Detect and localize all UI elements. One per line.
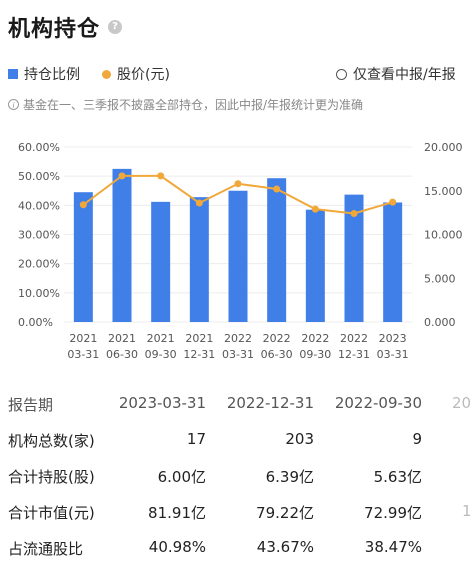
bar <box>305 209 325 322</box>
x-tick-label: 12-31 <box>183 348 215 361</box>
price-point <box>195 199 203 207</box>
row-label: 机构总数(家) <box>8 432 95 450</box>
price-point <box>234 180 242 188</box>
x-tick-label: 2021 <box>185 332 213 345</box>
holdings-chart: 0.00% 10.00% 20.00% 30.00% 40.00% 50.00% 60.00… <box>18 141 463 361</box>
price-point <box>389 198 397 206</box>
table-cell: 79.22亿 <box>256 504 314 522</box>
table-cell: 203 <box>285 430 314 448</box>
y-right-tick-label: 10.000 <box>424 229 463 242</box>
x-tick-label: 2022 <box>263 332 291 345</box>
x-tick-label: 2022 <box>224 332 252 345</box>
y-left-tick-label: 50.00% <box>18 170 60 183</box>
price-point <box>118 172 126 180</box>
price-point <box>350 210 358 217</box>
table-cell: 72.99亿 <box>364 504 422 522</box>
x-tick-label: 12-31 <box>338 348 370 361</box>
bar <box>383 202 403 322</box>
row-label: 合计市值(元) <box>8 504 95 522</box>
x-tick-label: 2021 <box>147 332 175 345</box>
y-right-tick-label: 20.000 <box>424 141 463 154</box>
column-header[interactable]: 202 <box>452 394 472 412</box>
table-cell: 17 <box>186 430 206 448</box>
legend-label: 股价(元) <box>117 67 170 83</box>
table-cell: 5.63亿 <box>373 468 422 486</box>
column-header[interactable]: 2022-09-30 <box>334 394 422 412</box>
question-circle-icon[interactable]: ? <box>108 20 123 34</box>
table-row: 合计市值(元) 81.91亿 79.22亿 72.99亿 1 <box>0 496 472 532</box>
x-tick-label: 06-30 <box>261 348 293 361</box>
table-cell: 40.98% <box>148 538 206 556</box>
semiannual-only-toggle[interactable]: 仅查看中报/年报 <box>336 64 456 84</box>
price-point <box>157 172 165 180</box>
price-point <box>79 201 87 209</box>
x-tick-label: 2023 <box>379 332 407 345</box>
note-text: 基金在一、三季报不披露全部持仓，因此中报/年报统计更为准确 <box>23 98 364 112</box>
row-label: 占流通股比 <box>8 540 84 558</box>
dot-icon <box>102 69 111 79</box>
page-title: 机构持仓 <box>8 17 101 42</box>
y-right-tick-label: 0.000 <box>424 316 456 329</box>
bar <box>112 168 132 322</box>
toggle-label: 仅查看中报/年报 <box>353 67 456 83</box>
bar <box>73 192 93 322</box>
legend-label: 持仓比例 <box>24 67 80 83</box>
x-tick-label: 2021 <box>108 332 136 345</box>
y-left-tick-label: 0.00% <box>18 316 53 329</box>
bar <box>228 190 248 322</box>
y-left-tick-label: 60.00% <box>18 141 60 154</box>
column-header[interactable]: 2023-03-31 <box>118 394 206 412</box>
x-tick-label: 09-30 <box>299 348 331 361</box>
square-icon <box>8 69 18 79</box>
bar <box>344 194 364 322</box>
table-cell: 43.67% <box>256 538 314 556</box>
bar <box>267 178 287 322</box>
table-row: 占流通股比 40.98% 43.67% 38.47% <box>0 532 472 568</box>
table-cell: 38.47% <box>364 538 422 556</box>
legend: 持仓比例 股价(元) 仅查看中报/年报 <box>8 64 472 86</box>
x-tick-label: 06-30 <box>106 348 138 361</box>
x-tick-label: 09-30 <box>145 348 177 361</box>
row-label: 合计持股(股) <box>8 468 95 486</box>
disclosure-note: i 基金在一、三季报不披露全部持仓，因此中报/年报统计更为准确 <box>8 96 363 113</box>
price-point <box>311 205 319 213</box>
legend-item-holding-ratio[interactable]: 持仓比例 <box>8 64 80 84</box>
x-tick-label: 03-31 <box>67 348 99 361</box>
table-cell: 6.39亿 <box>265 468 314 486</box>
radio-icon[interactable] <box>336 68 347 80</box>
x-tick-label: 03-31 <box>222 348 254 361</box>
holdings-table: 报告期 2023-03-31 2022-12-31 2022-09-30 202… <box>0 388 472 568</box>
x-tick-label: 03-31 <box>377 348 409 361</box>
legend-item-stock-price[interactable]: 股价(元) <box>102 64 170 84</box>
column-header[interactable]: 2022-12-31 <box>226 394 314 412</box>
info-circle-icon: i <box>8 99 19 110</box>
table-cell: 6.00亿 <box>157 468 206 486</box>
table-row: 合计持股(股) 6.00亿 6.39亿 5.63亿 <box>0 460 472 496</box>
table-cell: 9 <box>412 430 422 448</box>
y-left-tick-label: 40.00% <box>18 199 60 212</box>
bar <box>151 201 171 322</box>
title-row: 机构持仓 ? <box>8 10 123 44</box>
y-left-tick-label: 10.00% <box>18 287 60 300</box>
y-left-tick-label: 30.00% <box>18 229 60 242</box>
x-tick-label: 2021 <box>69 332 97 345</box>
y-right-tick-label: 15.000 <box>424 185 463 198</box>
table-header-row: 报告期 2023-03-31 2022-12-31 2022-09-30 202 <box>0 388 472 424</box>
y-right-tick-label: 5.000 <box>424 272 456 285</box>
table-cell: 81.91亿 <box>148 504 206 522</box>
table-row: 机构总数(家) 17 203 9 <box>0 424 472 460</box>
price-point <box>273 185 281 193</box>
x-tick-label: 2022 <box>340 332 368 345</box>
header-label: 报告期 <box>8 396 54 414</box>
y-left-tick-label: 20.00% <box>18 258 60 271</box>
table-cell: 1 <box>462 502 472 520</box>
x-tick-label: 2022 <box>301 332 329 345</box>
bar <box>189 197 209 322</box>
